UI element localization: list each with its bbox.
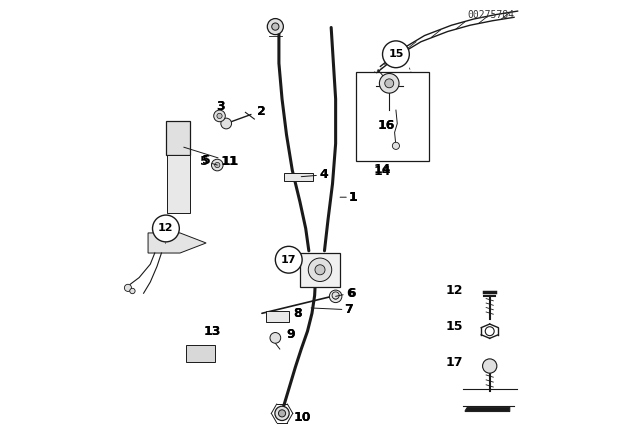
Circle shape xyxy=(278,410,285,417)
Circle shape xyxy=(221,118,232,129)
Text: 3: 3 xyxy=(216,100,225,113)
Text: 5: 5 xyxy=(200,155,217,168)
Text: 14: 14 xyxy=(374,163,391,176)
Circle shape xyxy=(330,290,342,302)
Text: 4: 4 xyxy=(301,168,328,181)
Bar xyxy=(266,311,289,322)
Circle shape xyxy=(485,327,494,336)
Circle shape xyxy=(211,159,223,171)
Circle shape xyxy=(392,142,399,150)
Text: 6: 6 xyxy=(335,287,355,300)
Bar xyxy=(166,121,191,155)
Text: 13: 13 xyxy=(204,325,221,338)
Circle shape xyxy=(217,113,222,119)
Text: 1: 1 xyxy=(349,191,358,204)
Text: 13: 13 xyxy=(204,325,221,338)
Text: 17: 17 xyxy=(281,255,296,265)
Text: 10: 10 xyxy=(293,411,310,424)
Text: 1: 1 xyxy=(349,191,358,204)
Circle shape xyxy=(270,332,281,343)
Circle shape xyxy=(308,258,332,281)
Circle shape xyxy=(315,265,325,275)
Text: 9: 9 xyxy=(287,328,295,341)
Text: 2: 2 xyxy=(257,105,266,118)
Text: 15: 15 xyxy=(388,49,404,59)
Text: 16: 16 xyxy=(377,119,394,132)
Circle shape xyxy=(275,246,302,273)
Text: 17: 17 xyxy=(445,356,463,369)
Circle shape xyxy=(272,23,279,30)
Circle shape xyxy=(380,73,399,93)
Text: 16: 16 xyxy=(377,119,394,132)
Circle shape xyxy=(268,18,284,34)
Text: 00275784: 00275784 xyxy=(468,10,515,20)
Text: 11: 11 xyxy=(184,147,238,168)
Circle shape xyxy=(333,293,339,299)
Circle shape xyxy=(214,110,225,122)
Text: 12: 12 xyxy=(158,224,173,233)
Bar xyxy=(284,172,314,181)
Circle shape xyxy=(152,215,179,242)
Circle shape xyxy=(275,406,289,421)
Text: 7: 7 xyxy=(344,303,353,316)
Circle shape xyxy=(483,359,497,373)
Bar xyxy=(300,253,340,287)
Text: 6: 6 xyxy=(347,287,355,300)
Text: 7: 7 xyxy=(311,303,353,316)
Text: 11: 11 xyxy=(221,155,239,168)
Polygon shape xyxy=(465,407,510,412)
Text: 8: 8 xyxy=(293,307,302,320)
Text: 3: 3 xyxy=(216,100,225,113)
Text: 14: 14 xyxy=(374,165,391,178)
Text: 10: 10 xyxy=(293,411,310,424)
Circle shape xyxy=(124,284,132,292)
Bar xyxy=(356,72,429,161)
Bar xyxy=(186,345,215,362)
Circle shape xyxy=(130,289,135,294)
Text: 5: 5 xyxy=(202,154,211,167)
Text: 4: 4 xyxy=(319,168,328,181)
Circle shape xyxy=(214,163,220,168)
Text: 1: 1 xyxy=(340,191,358,204)
Bar xyxy=(167,155,191,213)
Circle shape xyxy=(383,41,410,68)
Circle shape xyxy=(332,292,339,299)
Polygon shape xyxy=(148,233,206,253)
Text: 12: 12 xyxy=(445,284,463,297)
Text: 8: 8 xyxy=(293,307,302,320)
Text: 2: 2 xyxy=(257,105,266,118)
Text: 9: 9 xyxy=(287,328,295,341)
Circle shape xyxy=(385,79,394,88)
Text: 15: 15 xyxy=(445,320,463,333)
